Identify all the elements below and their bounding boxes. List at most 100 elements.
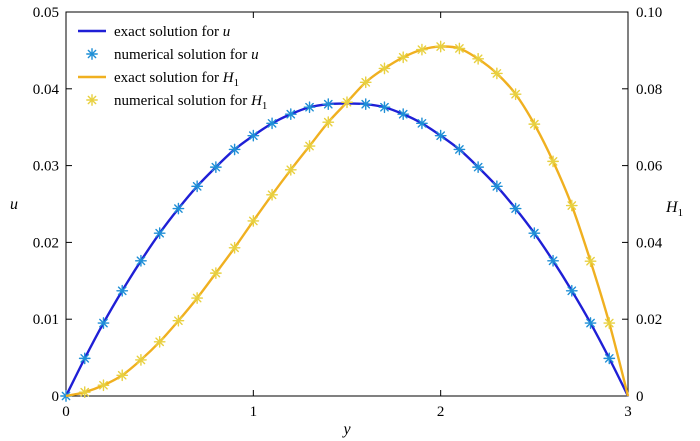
data-point-marker (191, 292, 204, 304)
x-axis-label: y (341, 421, 351, 438)
legend-label: numerical solution for u (114, 47, 259, 63)
data-point-marker (97, 317, 110, 329)
data-point-marker (78, 352, 91, 365)
data-point-marker (378, 101, 391, 114)
data-point-marker (528, 227, 541, 240)
data-point-marker (472, 52, 485, 65)
right-tick-label: 0.08 (636, 82, 662, 98)
legend-label-var: u (251, 47, 259, 63)
data-point-marker (359, 76, 372, 89)
data-point-marker (303, 101, 316, 114)
legend-label-sub: 1 (234, 77, 240, 89)
legend-entry: numerical solution for u (86, 47, 259, 63)
left-tick-label: 0 (52, 389, 60, 405)
data-point-marker (172, 314, 185, 327)
data-point-marker (153, 335, 166, 348)
right-tick-label: 0.02 (636, 312, 662, 328)
data-point-marker (266, 188, 278, 201)
legend-label-prefix: exact solution for (114, 70, 223, 86)
data-point-marker (209, 161, 222, 174)
left-tick-label: 0.04 (33, 82, 60, 98)
left-y-axis-label: u (10, 196, 18, 213)
x-tick-label: 3 (624, 404, 632, 420)
data-point-marker (172, 202, 185, 215)
legend-marker-swatch (86, 94, 98, 106)
data-point-marker (341, 96, 353, 109)
data-point-marker (228, 241, 241, 254)
data-point-marker (97, 379, 110, 392)
legend-entry: exact solution for H1 (78, 70, 239, 89)
data-point-marker (322, 116, 335, 129)
plot-frame (65, 11, 629, 397)
legend-entry: numerical solution for H1 (86, 93, 267, 112)
right-y-axis-label-var: H (665, 199, 679, 216)
right-tick-label: 0.10 (636, 5, 662, 21)
data-point-marker (434, 129, 447, 142)
legend-label-var: H (250, 93, 263, 109)
legend-label: exact solution for H1 (114, 70, 239, 89)
data-point-marker (135, 354, 147, 366)
x-tick-label: 0 (62, 404, 70, 420)
series-numerical-h1 (78, 40, 616, 399)
data-point-marker (565, 284, 578, 297)
legend-label-prefix: numerical solution for (114, 93, 251, 109)
right-tick-label: 0.04 (636, 235, 663, 251)
right-tick-label: 0 (636, 389, 644, 405)
data-point-marker (378, 62, 391, 75)
right-y-axis-label: H1 (665, 199, 683, 219)
data-point-marker (247, 214, 260, 227)
legend-label-prefix: exact solution for (114, 24, 223, 40)
data-point-marker (209, 267, 222, 280)
data-point-marker (135, 254, 147, 267)
legend-label-prefix: numerical solution for (114, 47, 251, 63)
data-point-marker (547, 155, 559, 168)
data-point-marker (284, 108, 297, 121)
data-point-marker (284, 163, 297, 176)
x-tick-label: 2 (437, 404, 445, 420)
legend-label-sub: 1 (262, 100, 268, 112)
data-point-marker (603, 352, 616, 365)
data-point-marker (584, 317, 597, 329)
data-point-marker (153, 227, 166, 240)
left-tick-label: 0.01 (33, 312, 59, 328)
data-point-marker (565, 199, 578, 212)
data-point-marker (266, 117, 278, 130)
legend-label: numerical solution for H1 (114, 93, 267, 112)
data-point-marker (490, 180, 503, 193)
legend-label-var: u (223, 24, 231, 40)
data-point-marker (584, 255, 597, 268)
data-point-marker (116, 284, 129, 297)
data-point-marker (116, 369, 129, 382)
data-point-marker (359, 98, 372, 111)
data-point-marker (416, 117, 428, 130)
legend-label-var: H (222, 70, 235, 86)
data-point-marker (472, 161, 485, 174)
data-point-marker (416, 43, 428, 56)
series-layer (60, 40, 630, 402)
legend-entry: exact solution for u (78, 24, 230, 40)
data-point-marker (397, 108, 410, 121)
plot-area (65, 11, 629, 397)
data-point-marker (78, 386, 91, 399)
data-point-marker (547, 254, 559, 267)
series-numerical-u (60, 98, 616, 402)
data-point-marker (528, 118, 541, 131)
right-tick-label: 0.06 (636, 159, 663, 175)
data-point-marker (434, 40, 447, 53)
axes: 0 1 2 300.010.020.030.040.0500.020.040.060.… (33, 5, 663, 420)
left-tick-label: 0.02 (33, 235, 59, 251)
legend-label: exact solution for u (114, 24, 230, 40)
data-point-marker (509, 88, 522, 101)
data-point-marker (453, 143, 466, 156)
data-point-marker (453, 42, 466, 55)
data-point-marker (303, 140, 316, 152)
data-point-marker (191, 180, 204, 193)
left-tick-label: 0.05 (33, 5, 59, 21)
data-point-marker (509, 202, 522, 215)
data-point-marker (603, 317, 616, 329)
right-y-axis-label-sub: 1 (678, 207, 684, 219)
data-point-marker (322, 98, 335, 111)
left-tick-label: 0.03 (33, 159, 59, 175)
